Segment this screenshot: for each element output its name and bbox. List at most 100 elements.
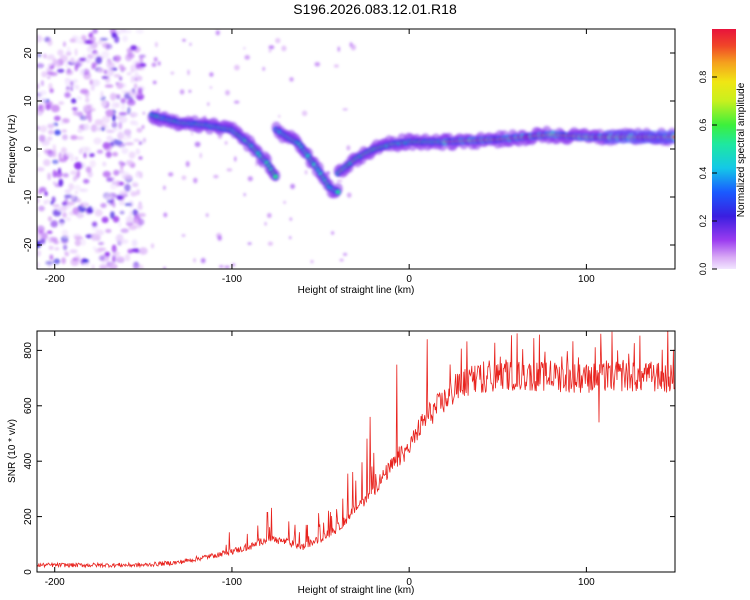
speckle-blob — [224, 265, 230, 269]
speckle-blob — [234, 64, 240, 71]
snr-x-ticks: -200 -100 0 100 — [45, 331, 595, 588]
y-tick-label: 0 — [23, 569, 34, 575]
noise-blob — [39, 238, 46, 245]
speckle-blob — [281, 45, 287, 52]
noise-blob — [64, 189, 72, 194]
noise-blob — [73, 185, 81, 190]
noise-blob — [71, 107, 78, 111]
noise-blob — [116, 82, 124, 89]
noise-blob — [43, 159, 51, 167]
noise-blob — [48, 124, 54, 129]
noise-blob — [43, 53, 47, 59]
noise-blob — [101, 50, 110, 59]
noise-blob — [118, 76, 123, 81]
noise-blob — [37, 233, 43, 240]
noise-blob — [76, 198, 82, 203]
speckle-blob — [334, 64, 339, 68]
noise-blob — [106, 177, 114, 182]
noise-blob — [100, 99, 108, 108]
speckle-blob — [346, 145, 351, 151]
speckle-blob — [163, 185, 166, 190]
noise-blob — [105, 151, 112, 158]
noise-blob — [105, 109, 114, 117]
noise-blob — [59, 221, 65, 228]
speckle-blob — [336, 179, 343, 183]
speckle-blob — [170, 71, 175, 75]
noise-blob — [110, 211, 115, 220]
noise-blob — [40, 80, 44, 87]
noise-blob — [112, 216, 120, 223]
speckle-blob — [168, 172, 174, 177]
speckle-blob — [267, 213, 272, 218]
noise-blob — [52, 204, 60, 208]
noise-blob — [70, 194, 75, 200]
noise-blob — [58, 152, 63, 160]
noise-blob — [59, 120, 65, 126]
noise-blob — [79, 88, 89, 95]
noise-blob — [74, 156, 79, 161]
noise-blob — [98, 255, 106, 261]
noise-blob — [133, 83, 138, 90]
noise-blob — [68, 183, 74, 191]
speckle-blob — [268, 45, 275, 50]
noise-blob — [46, 136, 53, 141]
ridge-core — [335, 190, 340, 194]
noise-blob — [89, 32, 94, 37]
noise-blob — [99, 37, 108, 42]
speckle-blob — [189, 43, 192, 46]
noise-blob — [139, 54, 146, 58]
noise-blob — [135, 148, 141, 155]
speckle-blob — [219, 265, 224, 268]
noise-blob — [95, 229, 105, 236]
speckle-blob — [209, 72, 214, 77]
noise-blob — [37, 261, 40, 268]
noise-blob — [105, 129, 115, 133]
snr-x-label: Height of straight line (km) — [298, 585, 415, 596]
noise-blob — [139, 56, 144, 64]
noise-blob — [44, 191, 48, 196]
noise-blob — [71, 98, 77, 104]
noise-blob — [53, 115, 61, 122]
speckle-blob — [193, 258, 196, 263]
noise-blob — [105, 124, 110, 130]
noise-blob — [67, 67, 71, 74]
noise-blob — [45, 260, 54, 266]
noise-blob — [74, 35, 81, 44]
noise-blob — [85, 97, 90, 103]
noise-blob — [102, 142, 111, 150]
noise-blob — [109, 92, 117, 101]
noise-blob — [118, 111, 127, 117]
x-tick-label: -100 — [222, 274, 242, 285]
noise-blob — [72, 79, 78, 84]
noise-blob — [87, 53, 94, 60]
noise-blob — [120, 103, 126, 111]
speckle-blob — [205, 213, 209, 218]
speckle-blob — [181, 234, 186, 237]
noise-blob — [113, 139, 123, 146]
noise-blob — [57, 49, 64, 56]
noise-blob — [118, 220, 122, 228]
noise-blob — [100, 203, 107, 208]
noise-blob — [141, 124, 145, 130]
noise-blob — [126, 99, 136, 106]
noise-blob — [74, 190, 79, 195]
noise-blob — [69, 57, 75, 64]
noise-blob — [38, 205, 45, 212]
noise-blob — [135, 172, 141, 178]
speckle-blob — [337, 46, 340, 52]
speckle-blob — [275, 37, 281, 44]
speckle-blob — [187, 69, 190, 76]
noise-blob — [111, 101, 117, 109]
noise-blob — [41, 141, 50, 147]
noise-blob — [47, 172, 51, 181]
noise-blob — [77, 204, 87, 213]
speckle-blob — [185, 161, 190, 167]
noise-blob — [121, 147, 129, 155]
noise-blob — [39, 90, 47, 96]
noise-blob — [100, 126, 106, 131]
speckle-blob — [283, 200, 286, 204]
speckle-blob — [342, 108, 348, 111]
colorbar-gradient — [712, 29, 736, 269]
noise-blob — [113, 128, 118, 132]
noise-blob — [127, 48, 133, 56]
